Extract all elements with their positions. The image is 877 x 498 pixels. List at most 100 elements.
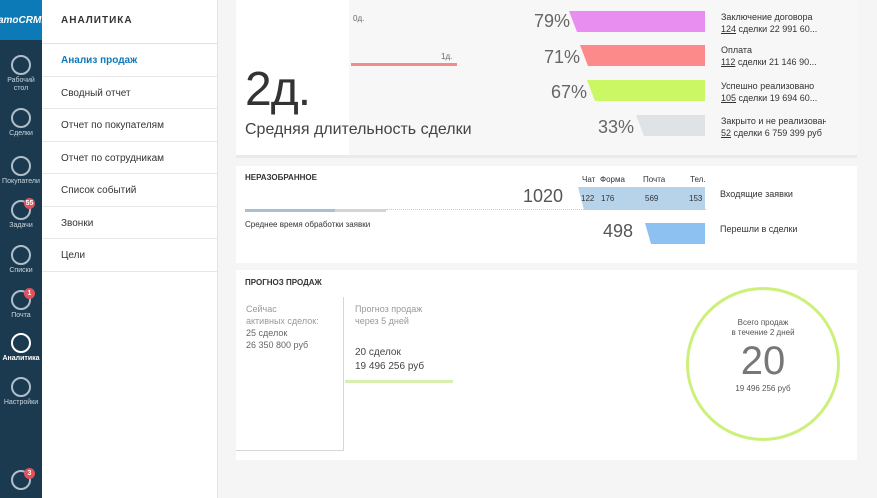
- incoming-label: Входящие заявки: [720, 189, 793, 199]
- stage-name: Оплата: [721, 45, 752, 55]
- analytics-icon: [11, 333, 31, 353]
- avg-duration-value: 2д.: [245, 63, 311, 116]
- avg-time-fill: [245, 209, 335, 212]
- avg-duration-label: Средняя длительность сделки: [245, 121, 472, 138]
- source-value: 153: [689, 194, 703, 203]
- stage-count[interactable]: 105: [721, 93, 737, 103]
- source-name: Почта: [643, 175, 666, 184]
- now-label: Сейчас активных сделок: 25 сделок 26 350…: [246, 303, 319, 351]
- stage-sum: сделки 19 694 60...: [736, 93, 818, 103]
- stage-bar: [580, 45, 705, 66]
- menu-item-sales-analysis[interactable]: Анализ продаж: [42, 44, 217, 77]
- stage-stats[interactable]: 105 сделки 19 694 60...: [721, 93, 826, 103]
- nav-settings[interactable]: Настройки: [0, 377, 42, 407]
- stage-name: Заключение договора: [721, 12, 813, 22]
- source-name: Чат: [582, 175, 596, 184]
- source-name: Тел.: [690, 175, 706, 184]
- nav-mail-label: Почта: [11, 312, 31, 319]
- stage-stats[interactable]: 112 сделки 21 146 90...: [721, 57, 826, 67]
- chat-icon: 3: [11, 468, 35, 490]
- converted-bar: [645, 223, 705, 244]
- dashboard-icon: [11, 55, 31, 75]
- now-label-line2: активных сделок:: [246, 316, 319, 326]
- main-nav: amoCRM. Рабочий стол Сделки Покупатели 5…: [0, 0, 44, 498]
- app-logo[interactable]: amoCRM.: [0, 0, 44, 40]
- nav-analytics-label: Аналитика: [2, 355, 40, 362]
- stage-pct: 67%: [551, 82, 588, 102]
- nav-lists[interactable]: Списки: [0, 245, 42, 275]
- menu-item-summary-report[interactable]: Сводный отчет: [42, 77, 217, 109]
- nav-mail[interactable]: 1 Почта: [0, 288, 42, 320]
- nav-tasks-label: Задачи: [9, 222, 33, 229]
- incoming-total: 1020: [523, 186, 564, 206]
- circle-sum: 19 496 256 руб: [735, 384, 791, 393]
- converted-label: Перешли в сделки: [720, 224, 798, 234]
- circle-label-1: Всего продаж: [737, 318, 789, 327]
- forecast-label: Прогноз продаж через 5 дней: [355, 303, 422, 327]
- forecast-deals: 20 сделок: [355, 347, 401, 358]
- mail-badge: 1: [24, 288, 35, 299]
- nav-buyers-label: Покупатели: [2, 178, 40, 185]
- timeline-marker-1: 1д.: [441, 52, 453, 61]
- menu-item-buyers-report[interactable]: Отчет по покупателям: [42, 109, 217, 142]
- timeline-bar: [351, 63, 457, 66]
- forecast-label-line2: через 5 дней: [355, 316, 409, 326]
- menu-item-events[interactable]: Список событий: [42, 174, 217, 207]
- timeline-marker-0: 0д.: [353, 14, 365, 23]
- menu-item-calls[interactable]: Звонки: [42, 207, 217, 239]
- mail-icon: 1: [11, 288, 35, 310]
- source-value: 176: [601, 194, 615, 203]
- source-name: Форма: [600, 175, 625, 184]
- stage-stats[interactable]: 124 сделки 22 991 60...: [721, 24, 826, 34]
- lists-icon: [11, 245, 31, 265]
- tasks-icon: 55: [11, 198, 35, 220]
- nav-analytics[interactable]: Аналитика: [0, 333, 42, 363]
- stage-bar: [569, 11, 705, 32]
- forecast-underline: [345, 380, 453, 383]
- stage-bar: [587, 80, 705, 101]
- nav-settings-label: Настройки: [3, 399, 39, 406]
- now-block: [236, 297, 344, 451]
- stage-count[interactable]: 112: [721, 57, 736, 67]
- stage-pct: 71%: [544, 47, 581, 67]
- forecast-sum: 19 496 256 руб: [355, 361, 425, 372]
- buyers-icon: [11, 156, 31, 176]
- nav-deals-label: Сделки: [9, 130, 33, 137]
- converted-total: 498: [603, 221, 634, 241]
- stage-pct: 79%: [534, 11, 571, 31]
- stage-count[interactable]: 124: [721, 24, 737, 34]
- total-sales-circle: Всего продаж в течение 2 дней 20 19 496 …: [686, 287, 840, 441]
- source-value: 122: [581, 194, 595, 203]
- menu-item-goals[interactable]: Цели: [42, 239, 217, 272]
- stage-sum: сделки 21 146 90...: [735, 57, 817, 67]
- stage-count[interactable]: 52: [721, 128, 732, 138]
- stage-sum: сделки 6 759 399 руб: [731, 128, 822, 138]
- menu-item-employees-report[interactable]: Отчет по сотрудникам: [42, 142, 217, 174]
- unsorted-panel: [236, 166, 857, 263]
- unsorted-title: НЕРАЗОБРАННОЕ: [245, 173, 317, 182]
- dollar-icon: [11, 108, 31, 128]
- stage-name: Закрыто и не реализовано: [721, 116, 826, 126]
- nav-tasks[interactable]: 55 Задачи: [0, 198, 42, 230]
- forecast-title: ПРОГНОЗ ПРОДАЖ: [245, 278, 322, 287]
- forecast-values: 20 сделок 19 496 256 руб: [355, 346, 424, 374]
- nav-dashboard-label: Рабочий стол: [7, 77, 35, 92]
- stage-stats[interactable]: 52 сделки 6 759 399 руб: [721, 128, 826, 138]
- nav-deals[interactable]: Сделки: [0, 108, 42, 138]
- nav-buyers[interactable]: Покупатели: [0, 156, 42, 186]
- stage-pct: 33%: [598, 117, 635, 137]
- tasks-badge: 55: [24, 198, 35, 209]
- stage-name: Успешно реализовано: [721, 81, 815, 91]
- nav-chat[interactable]: 3: [0, 468, 42, 492]
- settings-icon: [11, 377, 31, 397]
- now-label-line1: Сейчас: [246, 304, 277, 314]
- incoming-sources-bar: [578, 187, 705, 210]
- circle-value: 20: [740, 339, 786, 383]
- nav-dashboard[interactable]: Рабочий стол: [0, 55, 42, 93]
- avg-time-label: Среднее время обработки заявки: [245, 220, 371, 229]
- now-sum: 26 350 800 руб: [246, 340, 309, 350]
- source-value: 569: [645, 194, 659, 203]
- stage-bar: [636, 115, 705, 136]
- menu-title: АНАЛИТИКА: [42, 0, 217, 44]
- dotted-divider: [386, 209, 706, 210]
